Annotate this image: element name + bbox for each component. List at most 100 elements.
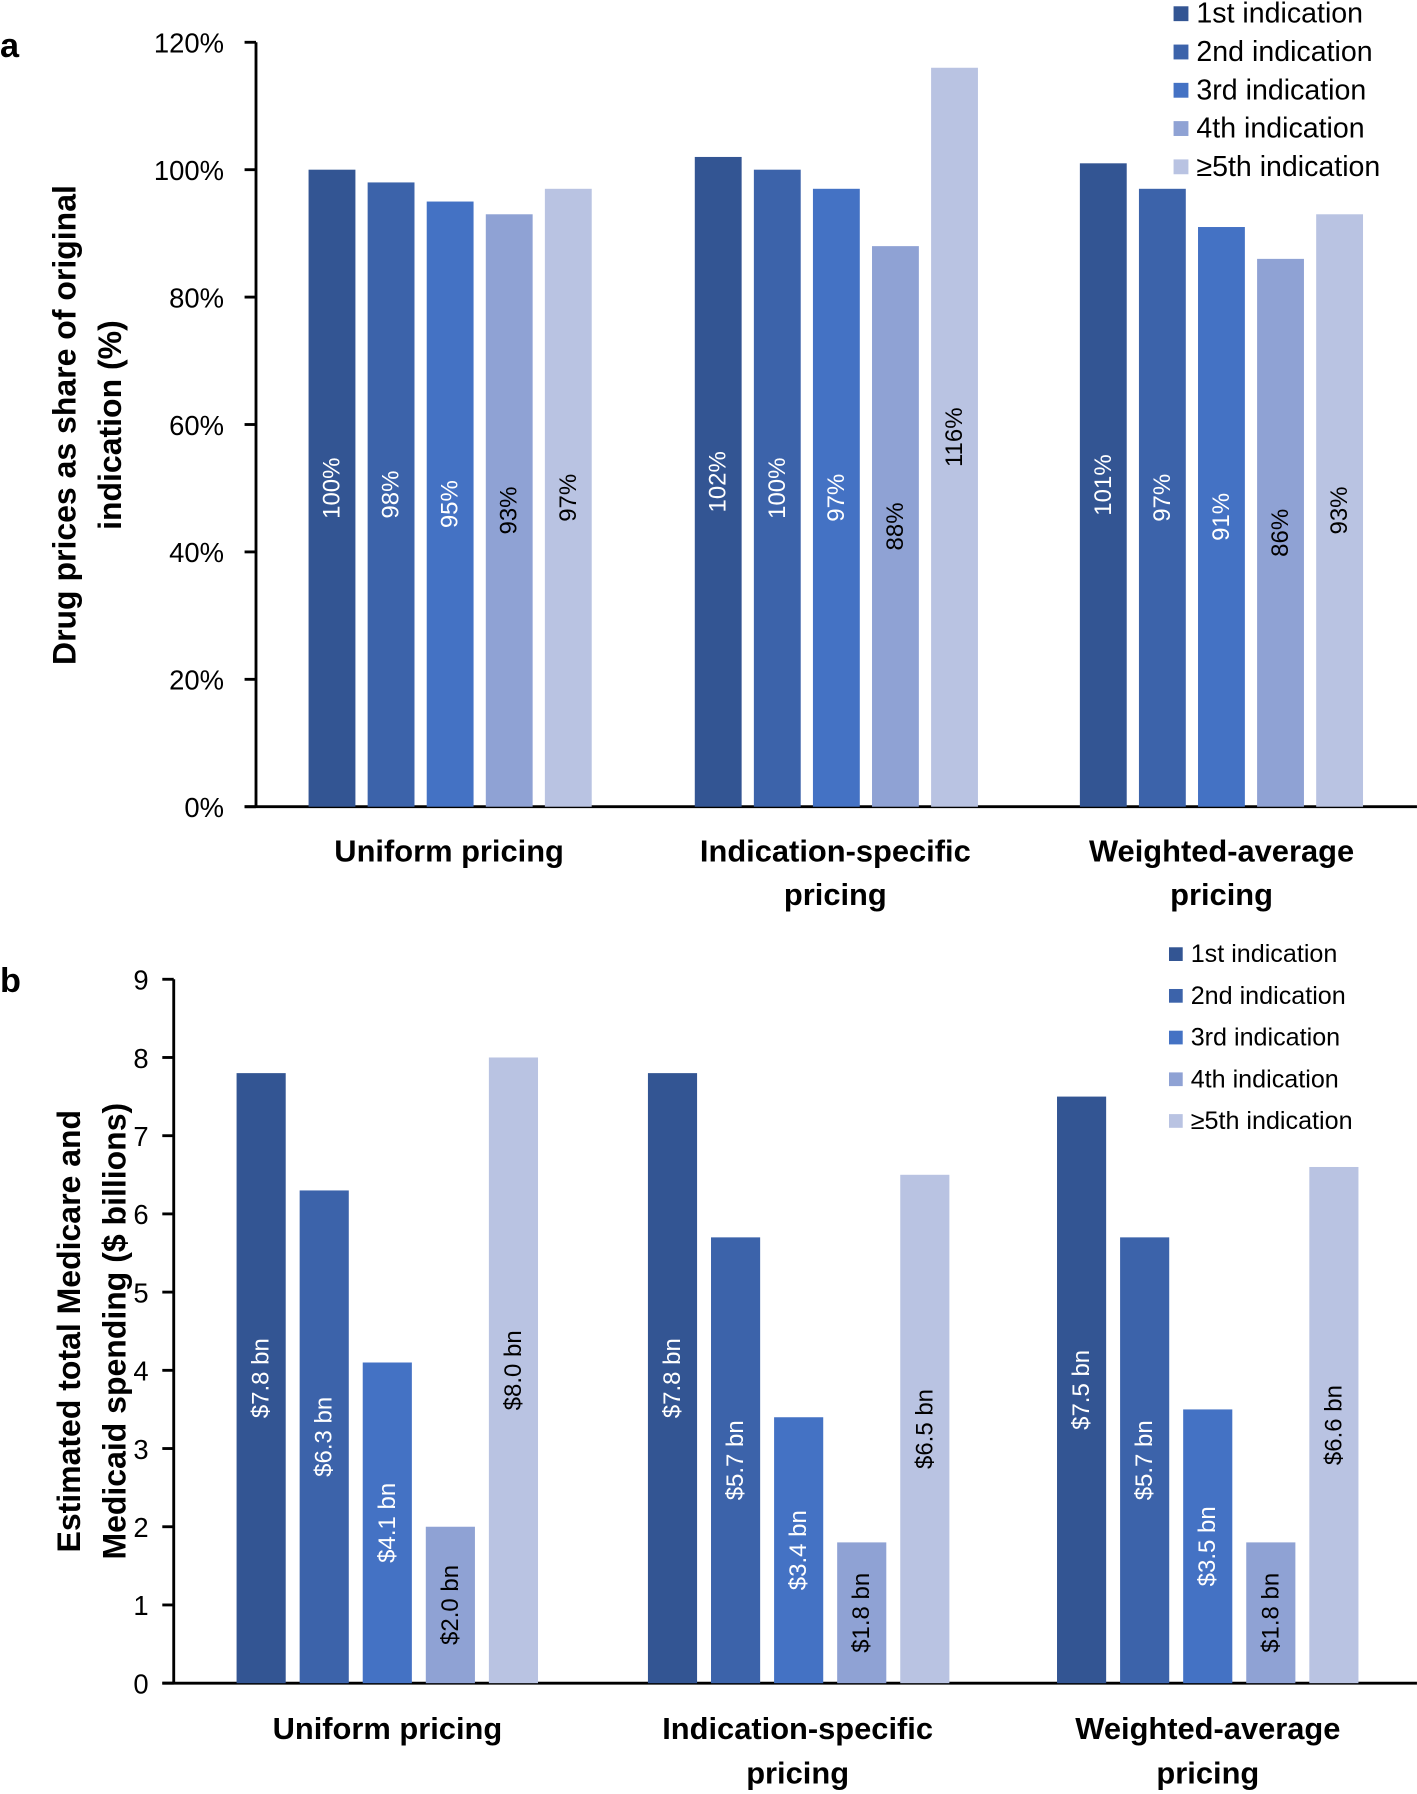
bar	[1138, 188, 1186, 807]
bar	[711, 1237, 761, 1684]
bar-data-label: 93%	[496, 486, 523, 534]
bar	[299, 1190, 349, 1684]
bar-data-label: 100%	[318, 458, 345, 519]
panel-label-a: a	[0, 27, 20, 65]
bar	[1183, 1409, 1233, 1684]
x-category-label: pricing	[1170, 877, 1273, 912]
y-tick-label: 3	[133, 1434, 148, 1465]
legend-swatch	[1173, 6, 1189, 22]
bar-data-label: $3.5 bn	[1194, 1506, 1221, 1586]
y-tick-label: 120%	[154, 28, 224, 59]
bar-data-label: $7.5 bn	[1068, 1350, 1095, 1430]
panel-label-b: b	[0, 962, 21, 1000]
bar	[812, 188, 860, 807]
legend-label: ≥5th indication	[1191, 1107, 1353, 1135]
bar	[1198, 227, 1245, 807]
bar	[1309, 1166, 1359, 1684]
y-tick-label: 1	[133, 1590, 148, 1621]
legend-label: 3rd indication	[1191, 1024, 1340, 1052]
legend-swatch	[1173, 159, 1189, 175]
bar-data-label: 102%	[705, 451, 732, 512]
y-axis-title: Medicaid spending ($ billions)	[97, 1103, 133, 1560]
x-category-label: pricing	[1156, 1756, 1259, 1791]
bar	[544, 188, 592, 807]
bar-data-label: $3.4 bn	[785, 1510, 812, 1590]
y-tick-label: 60%	[169, 410, 224, 441]
bar	[694, 156, 742, 807]
x-category-label: Uniform pricing	[273, 1711, 503, 1746]
bar-data-label: $5.7 bn	[722, 1420, 749, 1500]
y-tick-label: 2	[133, 1512, 148, 1543]
bar-data-label: 97%	[555, 474, 582, 522]
legend-label: 4th indication	[1191, 1065, 1339, 1093]
bar	[426, 201, 474, 807]
bar-data-label: $6.3 bn	[311, 1397, 338, 1477]
bar	[308, 169, 356, 807]
y-tick-label: 5	[133, 1277, 148, 1308]
y-tick-label: 9	[133, 965, 148, 996]
bar-data-label: 116%	[941, 407, 968, 467]
bar	[872, 246, 919, 807]
x-category-label: Indication-specific	[662, 1711, 933, 1746]
bar-data-label: 97%	[823, 474, 850, 522]
bar-data-label: 100%	[764, 458, 791, 519]
bar-data-label: $1.8 bn	[1257, 1573, 1284, 1653]
bar	[485, 214, 533, 807]
bar-data-label: $8.0 bn	[500, 1330, 527, 1410]
bar	[647, 1073, 698, 1684]
bar-data-label: $7.8 bn	[248, 1338, 275, 1418]
x-category-label: pricing	[746, 1756, 849, 1791]
bar	[1120, 1237, 1170, 1684]
bar-data-label: 93%	[1326, 486, 1353, 534]
bar-data-label: 95%	[437, 480, 464, 528]
legend-swatch	[1173, 44, 1189, 60]
y-tick-label: 100%	[154, 155, 224, 186]
y-tick-label: 6	[133, 1199, 148, 1230]
bar	[774, 1417, 824, 1684]
bar-data-label: 86%	[1267, 509, 1294, 557]
bar-data-label: 98%	[378, 471, 405, 519]
panel-b-bar-chart: b 0 1 2 3 4 5 6 7 8 9 Estimated total Medicare and…	[0, 940, 1417, 1791]
legend-swatch	[1168, 1072, 1183, 1087]
x-category-label: Uniform pricing	[334, 834, 564, 869]
bar-data-label: $5.7 bn	[1131, 1420, 1158, 1500]
legend: 1st indication 2nd indication 3rd indicati…	[1173, 0, 1380, 183]
bar	[1257, 258, 1304, 807]
bar	[362, 1362, 412, 1684]
y-tick-label: 40%	[169, 537, 224, 568]
y-tick-label: 4	[133, 1356, 148, 1387]
bar	[900, 1174, 950, 1684]
y-tick-label: 20%	[169, 665, 224, 696]
bar	[753, 169, 801, 807]
bar-data-label: 101%	[1090, 454, 1117, 515]
y-tick-label: 0	[133, 1668, 148, 1699]
legend-label: 1st indication	[1196, 0, 1363, 30]
x-category-label: Indication-specific	[700, 834, 971, 869]
y-axis-title: Estimated total Medicare and	[51, 1110, 87, 1553]
bar-data-label: 97%	[1149, 474, 1176, 522]
legend-label: ≥5th indication	[1196, 151, 1380, 183]
legend-label: 2nd indication	[1191, 982, 1346, 1010]
bar	[236, 1073, 286, 1684]
panel-a-bar-chart: a 0% 20% 40% 60% 80% 100% 120% Drug prices as s…	[0, 0, 1417, 912]
bar	[488, 1057, 539, 1684]
y-tick-label: 0%	[184, 792, 224, 823]
legend-label: 2nd indication	[1196, 36, 1372, 68]
legend-swatch	[1173, 82, 1189, 98]
x-category-label: pricing	[784, 877, 887, 912]
bar-data-label: $6.6 bn	[1320, 1385, 1347, 1465]
y-axis-title: Drug prices as share of original	[46, 185, 82, 665]
legend-swatch	[1168, 988, 1183, 1003]
bar-data-label: $2.0 bn	[437, 1565, 464, 1645]
bar	[1057, 1096, 1107, 1684]
bar	[1079, 163, 1127, 807]
legend-label: 1st indication	[1191, 940, 1338, 968]
bar-data-label: $1.8 bn	[848, 1573, 875, 1653]
x-category-label: Weighted-average	[1089, 834, 1354, 869]
bar	[837, 1542, 887, 1684]
bar-data-label: $6.5 bn	[911, 1389, 938, 1469]
y-tick-label: 7	[133, 1121, 148, 1152]
y-axis-title: indication (%)	[92, 320, 128, 530]
bar	[425, 1526, 475, 1684]
legend-label: 3rd indication	[1196, 74, 1366, 106]
